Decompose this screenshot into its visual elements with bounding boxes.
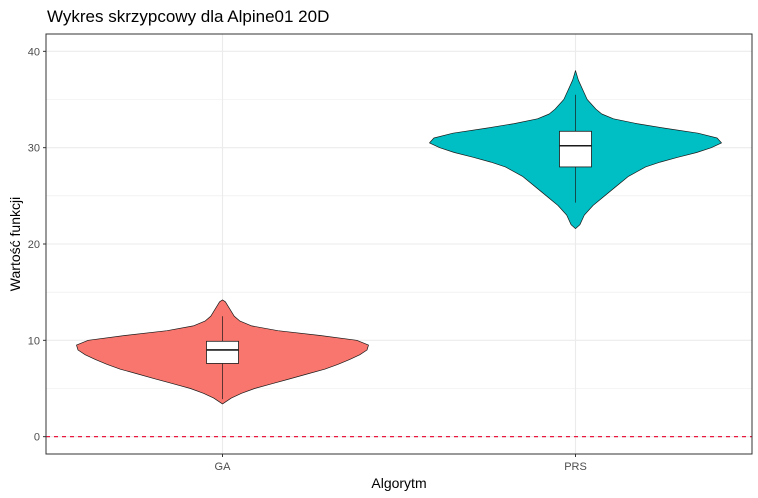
y-tick-label: 30 (28, 143, 40, 155)
x-tick-label: GA (215, 461, 232, 473)
box-prs (559, 130, 592, 168)
boxplots (206, 94, 592, 400)
y-tick-label: 20 (28, 239, 40, 251)
y-tick-label: 0 (34, 432, 40, 444)
violins (76, 70, 722, 405)
chart-title: Wykres skrzypcowy dla Alpine01 20D (47, 7, 329, 26)
box-ga (206, 340, 239, 364)
x-tick-label: PRS (564, 461, 587, 473)
y-tick-label: 40 (28, 46, 40, 58)
y-axis: 0 10 20 30 40 (28, 46, 46, 444)
x-axis: GA PRS (215, 454, 587, 473)
grid (46, 34, 752, 454)
y-tick-label: 10 (28, 335, 40, 347)
y-axis-title: Wartość funkcji (7, 197, 23, 291)
x-axis-title: Algorytm (371, 475, 426, 491)
